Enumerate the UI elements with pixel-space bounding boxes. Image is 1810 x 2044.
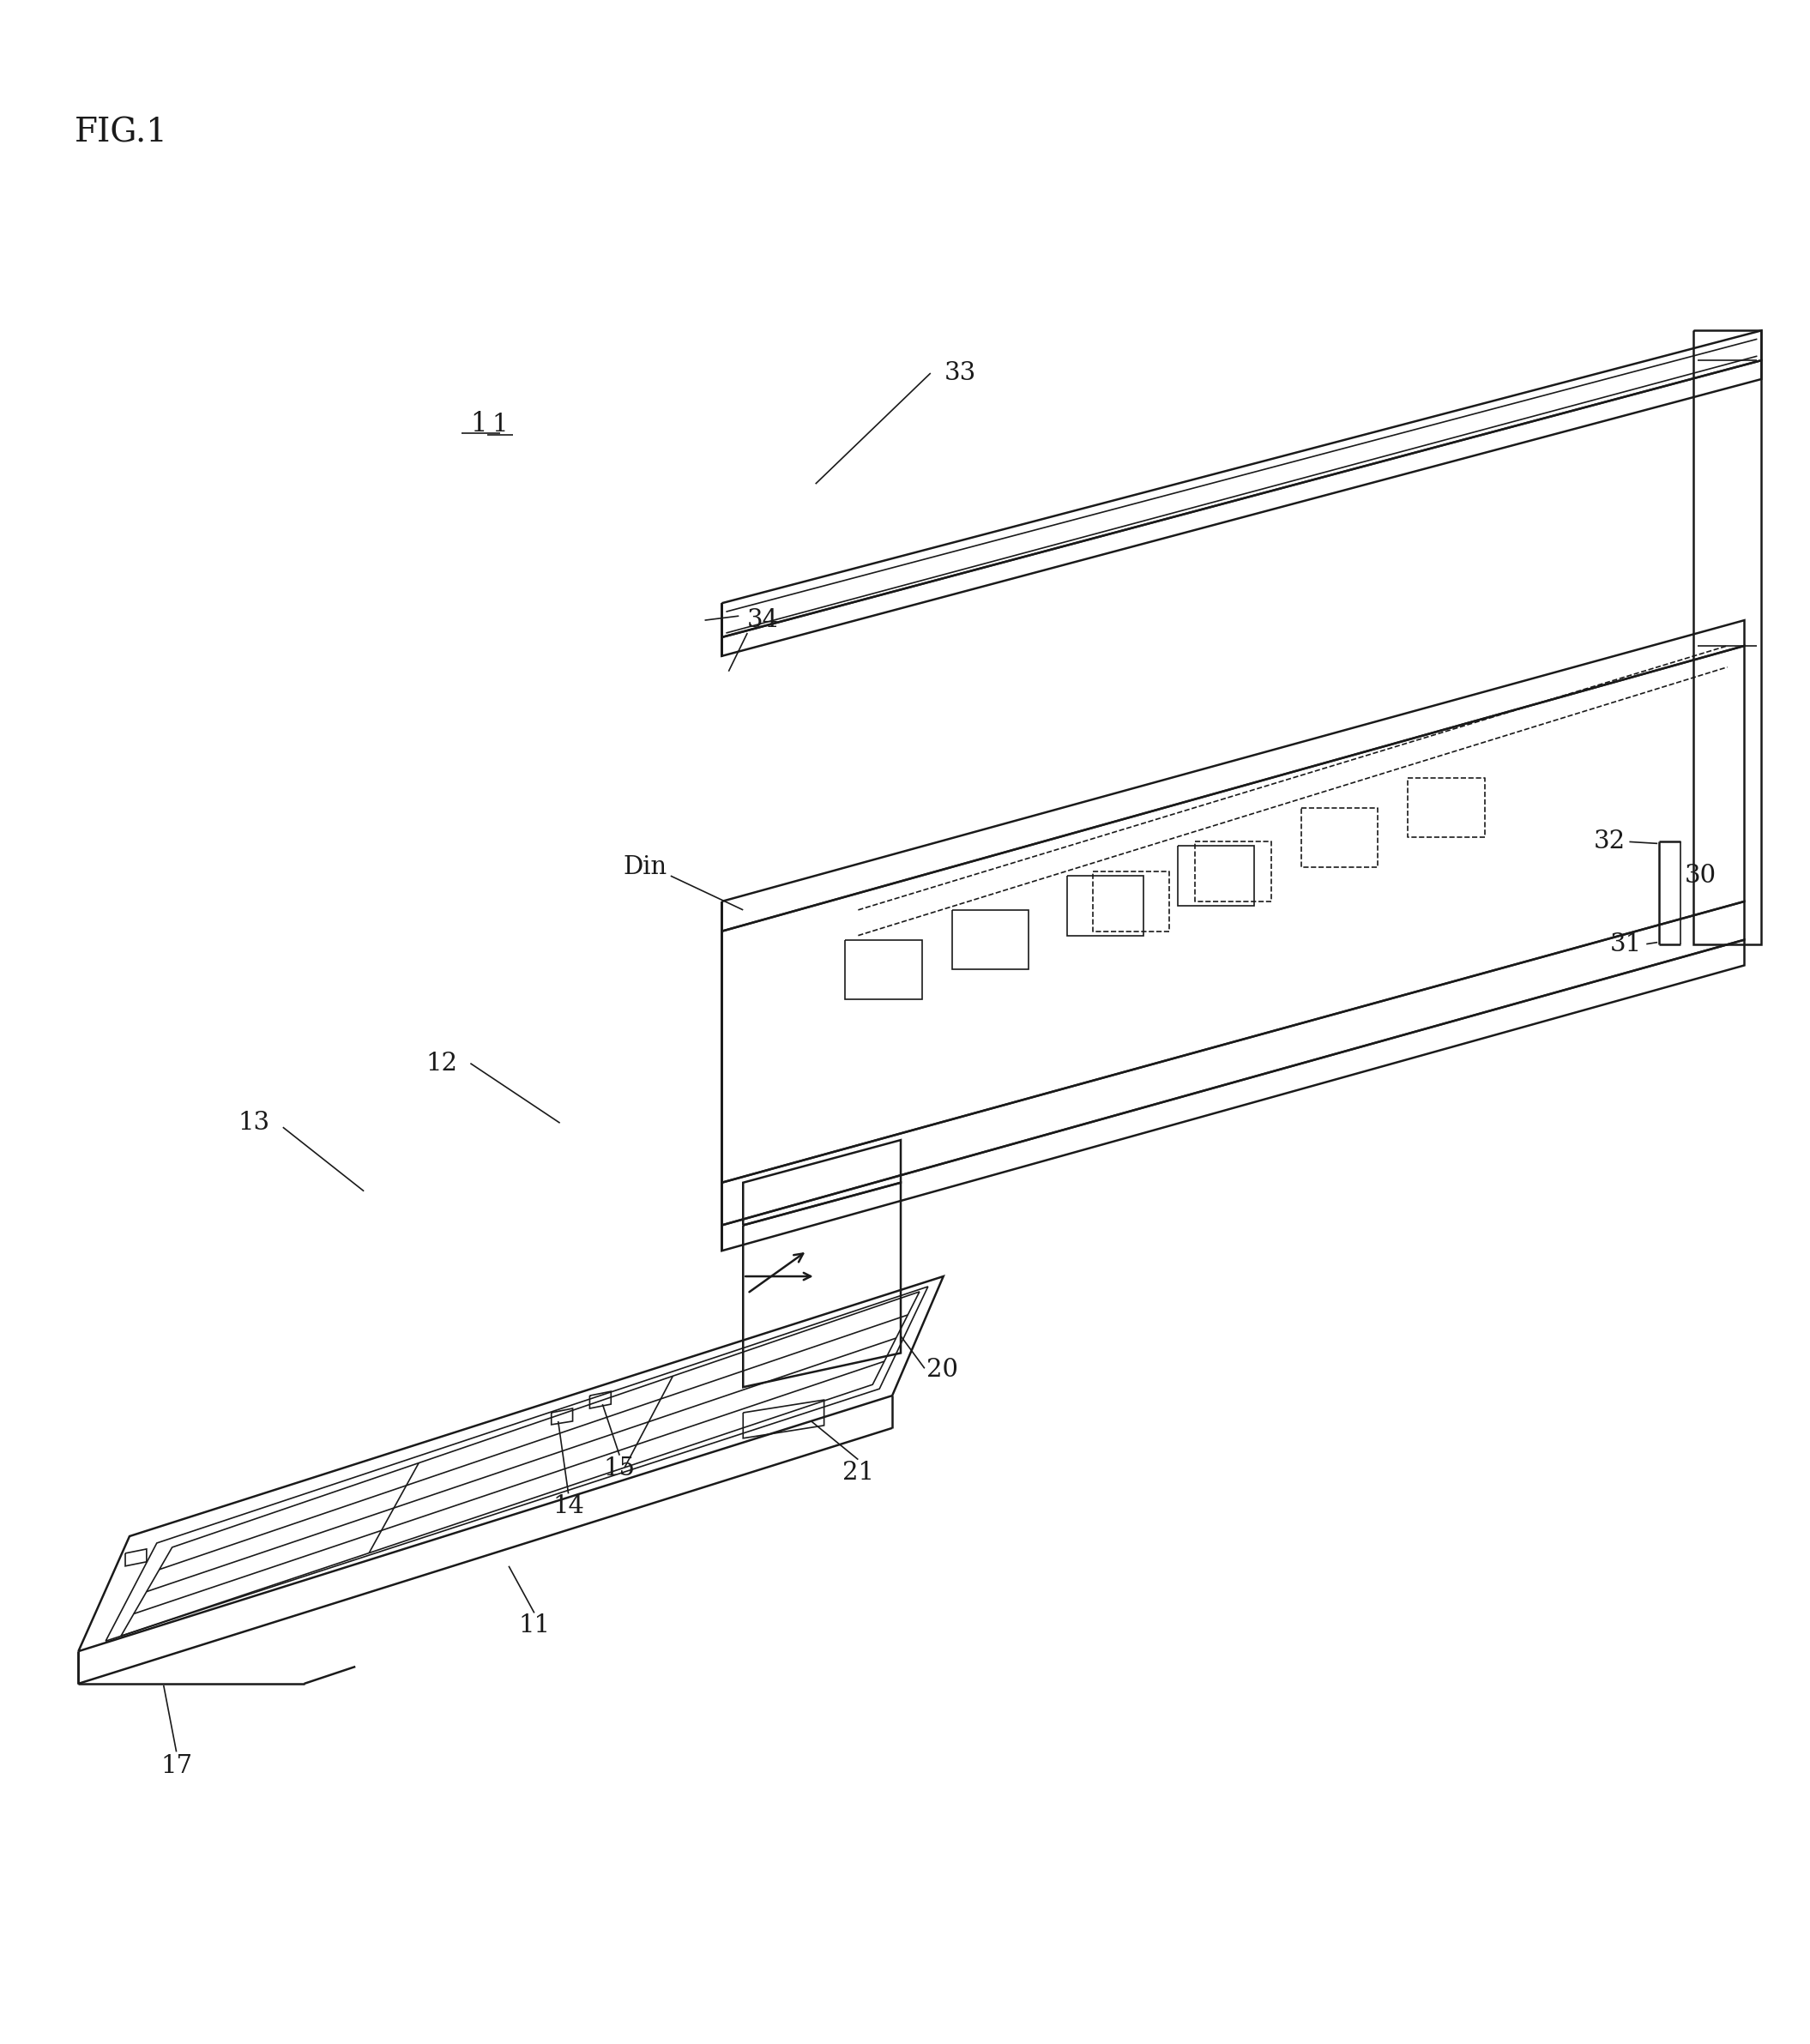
Text: 20: 20 xyxy=(927,1357,957,1382)
Text: 12: 12 xyxy=(425,1051,458,1075)
Text: 15: 15 xyxy=(605,1455,635,1480)
Text: 13: 13 xyxy=(239,1112,270,1134)
Text: 17: 17 xyxy=(161,1754,192,1778)
Text: 1: 1 xyxy=(492,413,507,435)
Text: 33: 33 xyxy=(945,362,976,384)
Text: 14: 14 xyxy=(552,1494,585,1519)
Text: 11: 11 xyxy=(518,1613,550,1637)
Text: 1: 1 xyxy=(471,411,487,437)
Text: 31: 31 xyxy=(1611,932,1642,957)
Text: 32: 32 xyxy=(1593,830,1625,854)
Text: 21: 21 xyxy=(842,1459,874,1484)
Text: FIG.1: FIG.1 xyxy=(74,117,168,149)
Text: 30: 30 xyxy=(1685,865,1716,887)
Text: 34: 34 xyxy=(748,609,778,632)
Text: Din: Din xyxy=(623,854,668,879)
